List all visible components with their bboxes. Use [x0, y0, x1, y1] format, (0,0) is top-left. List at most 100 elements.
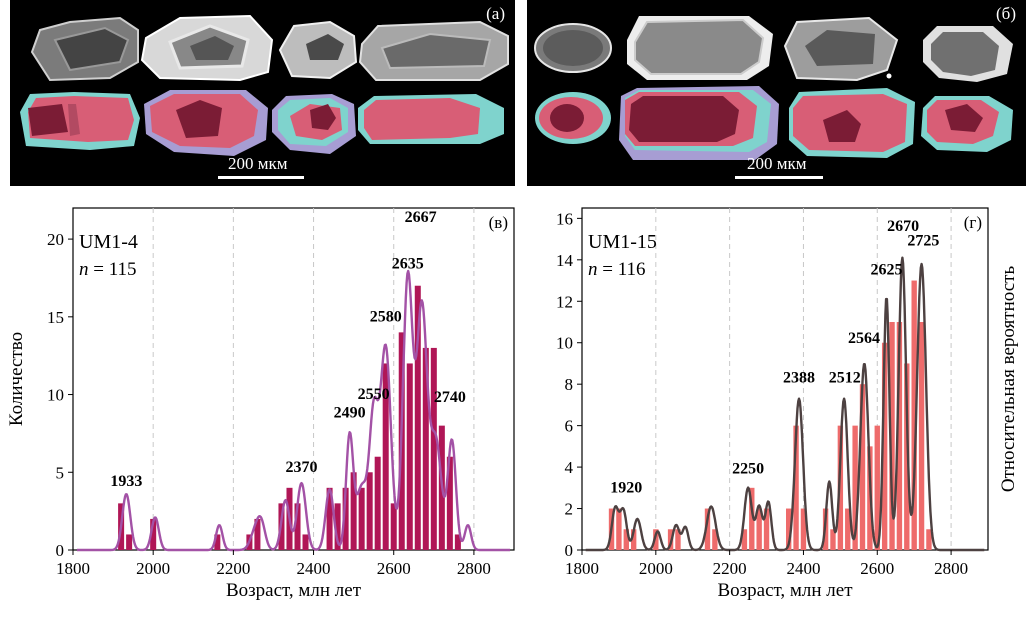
peak-label: 2490 [334, 405, 366, 422]
x-tick-label: 1800 [565, 559, 599, 578]
peak-label: 1933 [110, 473, 142, 490]
sample-count: n = 115 [79, 259, 137, 280]
x-tick-label: 1800 [56, 559, 90, 578]
histogram-bar [859, 384, 866, 550]
histogram-bar [616, 508, 622, 550]
peak-label: 2512 [829, 369, 861, 386]
histogram-bar [358, 487, 365, 550]
plot-frame [72, 207, 515, 551]
panel-tag: (в) [489, 213, 508, 232]
histogram-bar [704, 508, 711, 550]
y-tick-label: 10 [47, 386, 64, 405]
histogram-bar [254, 518, 261, 550]
x-tick-label: 2200 [216, 559, 250, 578]
sample-count: n = 116 [588, 259, 646, 280]
histogram-bar [366, 472, 373, 550]
y-tick-label: 4 [565, 458, 574, 477]
x-tick-label: 2600 [860, 559, 894, 578]
panel-tag-a: (а) [486, 4, 505, 23]
histogram-bar [793, 425, 799, 550]
histogram-bar [800, 508, 807, 550]
sample-count-value: = 116 [598, 259, 646, 280]
y-tick-label: 12 [556, 292, 573, 311]
histogram-bar [712, 529, 718, 550]
histogram-bar [896, 322, 903, 550]
x-tick-label: 2600 [377, 559, 411, 578]
zircon-grains-b [534, 16, 1013, 160]
histogram-bar [845, 508, 851, 550]
cl-images-a [30, 14, 509, 82]
histogram-bar [830, 529, 836, 550]
histogram-bar [852, 425, 858, 550]
zircon-photo-panel-b: (б) 200 мкм [527, 0, 1026, 186]
histogram-bar [342, 487, 349, 550]
histogram-bar [918, 322, 925, 550]
histogram-bar [749, 487, 755, 550]
cl-images-b [534, 16, 1013, 82]
y-tick-label: 16 [556, 209, 573, 228]
sample-count-symbol: n [79, 259, 89, 280]
histogram-bar [623, 529, 629, 550]
histogram-bar [214, 534, 221, 550]
y-tick-label: 8 [565, 375, 574, 394]
x-tick-label: 2800 [934, 559, 968, 578]
histogram-bar [904, 363, 910, 550]
zircon-photo-panel-a: (а) 200 мкм [10, 0, 515, 186]
histogram-bar [374, 456, 381, 550]
histogram-bar [350, 472, 357, 550]
peak-label: 2725 [907, 233, 939, 250]
x-tick-label: 2200 [713, 559, 747, 578]
histogram-bar [382, 363, 389, 550]
y-axis-label: Количество [6, 332, 27, 426]
age-histogram-um1-15: 1800 2000 2200 2400 2600 2800 0 2 4 6 8 10 12 14 16 Воз… [522, 200, 1036, 630]
histogram-bar [446, 456, 453, 550]
histogram-bar [653, 529, 659, 550]
histogram-bar [874, 425, 880, 550]
histogram-bar [675, 529, 681, 550]
histogram-bar [334, 503, 341, 550]
histogram-bar [430, 347, 437, 550]
chart-svg-right: 1800 2000 2200 2400 2600 2800 0 2 4 6 8 10 12 14 16 Воз… [556, 207, 1019, 601]
peak-label: 2635 [392, 255, 424, 272]
peak-label: 2580 [370, 308, 402, 325]
histogram-bar [630, 529, 637, 550]
y-tick-label: 0 [565, 541, 574, 560]
histogram-bar [741, 529, 748, 550]
y-tick-label: 0 [56, 541, 65, 560]
histogram-bar [837, 425, 844, 550]
sample-name: UM1-4 [79, 231, 138, 253]
scale-bar-label-b: 200 мкм [747, 154, 807, 173]
y-tick-label: 14 [556, 251, 574, 270]
y-axis-label: Относительная вероятность [998, 266, 1019, 493]
y-tick-label: 6 [565, 417, 574, 436]
y-tick-label: 10 [556, 334, 573, 353]
panel-tag-b: (б) [996, 4, 1016, 23]
histogram-bar [454, 534, 461, 550]
peak-label: 2667 [405, 209, 437, 226]
histogram-bar [126, 534, 133, 550]
peak-label: 2625 [871, 262, 903, 279]
histogram-bar [150, 518, 157, 550]
scale-bar-b [735, 176, 823, 179]
peak-label: 2370 [286, 459, 318, 476]
peak-label: 2740 [434, 389, 466, 406]
chart-svg-left: 1800 2000 2200 2400 2600 2800 0 5 10 15 20 Возраст,… [6, 207, 515, 601]
peak-label: 2670 [887, 218, 919, 235]
sample-count-value: = 115 [89, 259, 137, 280]
y-tick-label: 15 [47, 308, 64, 327]
probability-curve [76, 269, 511, 552]
zonation-schemes-b [535, 86, 1013, 160]
x-tick-label: 2800 [457, 559, 491, 578]
sample-count-symbol: n [588, 259, 598, 280]
histogram-bar [414, 285, 421, 550]
histogram-bar [302, 534, 309, 550]
panel-tag: (г) [964, 213, 982, 232]
x-tick-label: 2000 [136, 559, 170, 578]
peak-label: 2564 [848, 330, 880, 347]
histogram-bar [756, 508, 762, 550]
scale-bar-a [218, 176, 304, 179]
y-tick-label: 5 [56, 463, 65, 482]
scale-bar-label-a: 200 мкм [228, 154, 288, 173]
zonation-schemes-a [20, 90, 504, 156]
peak-label: 1920 [610, 479, 642, 496]
